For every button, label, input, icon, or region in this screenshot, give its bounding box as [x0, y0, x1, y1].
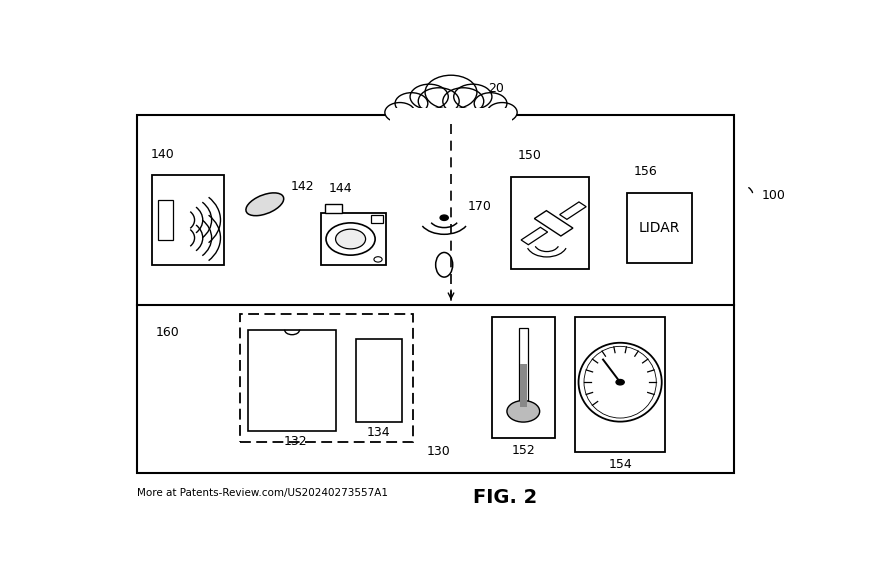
Bar — [518, 328, 528, 407]
Circle shape — [385, 102, 414, 122]
Text: More at Patents-Review.com/US20240273557A1: More at Patents-Review.com/US20240273557… — [137, 488, 388, 498]
Bar — [356, 339, 402, 421]
Bar — [248, 330, 336, 431]
Circle shape — [374, 257, 382, 262]
Bar — [152, 175, 224, 265]
Circle shape — [454, 84, 492, 109]
Circle shape — [395, 93, 428, 114]
Circle shape — [488, 102, 517, 122]
Text: 134: 134 — [367, 427, 391, 439]
Text: 140: 140 — [150, 148, 174, 161]
Bar — [371, 215, 384, 223]
Circle shape — [474, 93, 507, 114]
Bar — [511, 178, 590, 269]
Text: 156: 156 — [634, 165, 657, 178]
Circle shape — [616, 379, 624, 385]
Circle shape — [335, 229, 365, 249]
Circle shape — [443, 88, 484, 115]
Circle shape — [425, 75, 477, 109]
Text: FIG. 2: FIG. 2 — [473, 488, 538, 508]
Polygon shape — [521, 228, 547, 244]
Ellipse shape — [578, 343, 662, 421]
Text: 170: 170 — [468, 200, 492, 213]
Polygon shape — [534, 211, 573, 236]
Text: 100: 100 — [761, 189, 785, 202]
Bar — [137, 115, 734, 473]
Text: 142: 142 — [290, 180, 314, 193]
Text: 20: 20 — [488, 82, 504, 95]
Bar — [239, 314, 414, 442]
Text: 152: 152 — [511, 444, 535, 457]
Text: 150: 150 — [517, 150, 542, 162]
Text: LIDAR: LIDAR — [639, 221, 680, 235]
Text: 154: 154 — [608, 457, 632, 471]
Ellipse shape — [246, 193, 283, 216]
Circle shape — [440, 215, 448, 221]
Circle shape — [418, 88, 459, 115]
Bar — [627, 193, 692, 264]
Bar — [576, 317, 665, 452]
Circle shape — [507, 400, 539, 422]
Bar — [321, 213, 386, 265]
Circle shape — [326, 223, 375, 255]
Bar — [158, 200, 172, 240]
Bar — [325, 204, 342, 213]
Text: 160: 160 — [156, 325, 180, 339]
Circle shape — [410, 84, 448, 109]
Polygon shape — [560, 202, 586, 219]
Text: 144: 144 — [328, 182, 352, 195]
Bar — [520, 364, 527, 407]
Text: 132: 132 — [283, 435, 307, 448]
Ellipse shape — [584, 346, 656, 418]
Bar — [390, 108, 512, 123]
Bar — [492, 317, 554, 438]
Ellipse shape — [436, 253, 452, 277]
Text: 130: 130 — [427, 445, 451, 458]
